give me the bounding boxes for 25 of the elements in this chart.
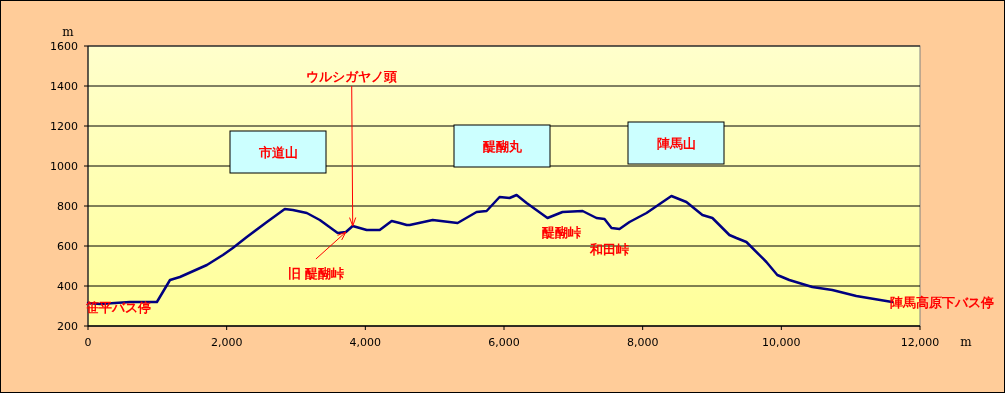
- y-tick-label: 800: [57, 200, 78, 213]
- y-tick-label: 400: [57, 280, 78, 293]
- annotation: 陣馬山: [656, 136, 696, 151]
- y-tick-label: 1400: [50, 80, 78, 93]
- y-tick-label: 1200: [50, 120, 78, 133]
- y-tick-label: 200: [57, 320, 78, 333]
- annotation: ウルシガヤノ頭: [306, 69, 398, 84]
- annotation: 醍醐峠: [542, 225, 582, 240]
- x-axis-title: m: [960, 335, 973, 349]
- x-tick-label: 6,000: [488, 336, 520, 349]
- annotation: 醍醐丸: [482, 139, 523, 154]
- annotation: 和田峠: [589, 242, 630, 257]
- x-tick-label: 0: [84, 336, 92, 349]
- y-axis-title: m: [62, 25, 75, 39]
- annotation: 市道山: [257, 145, 298, 160]
- y-tick-label: 1000: [50, 160, 78, 173]
- y-tick-label: 1600: [50, 40, 78, 53]
- x-tick-label: 8,000: [626, 336, 659, 349]
- annotation: 旧 醍醐峠: [287, 266, 345, 281]
- x-tick-label: 10,000: [762, 336, 801, 349]
- x-tick-label: 2,000: [210, 336, 243, 349]
- annotation: 陣馬高原下バス停: [890, 295, 995, 310]
- x-tick-label: 12,000: [900, 336, 940, 349]
- x-tick-label: 4,000: [349, 336, 382, 349]
- y-tick-label: 600: [57, 240, 78, 253]
